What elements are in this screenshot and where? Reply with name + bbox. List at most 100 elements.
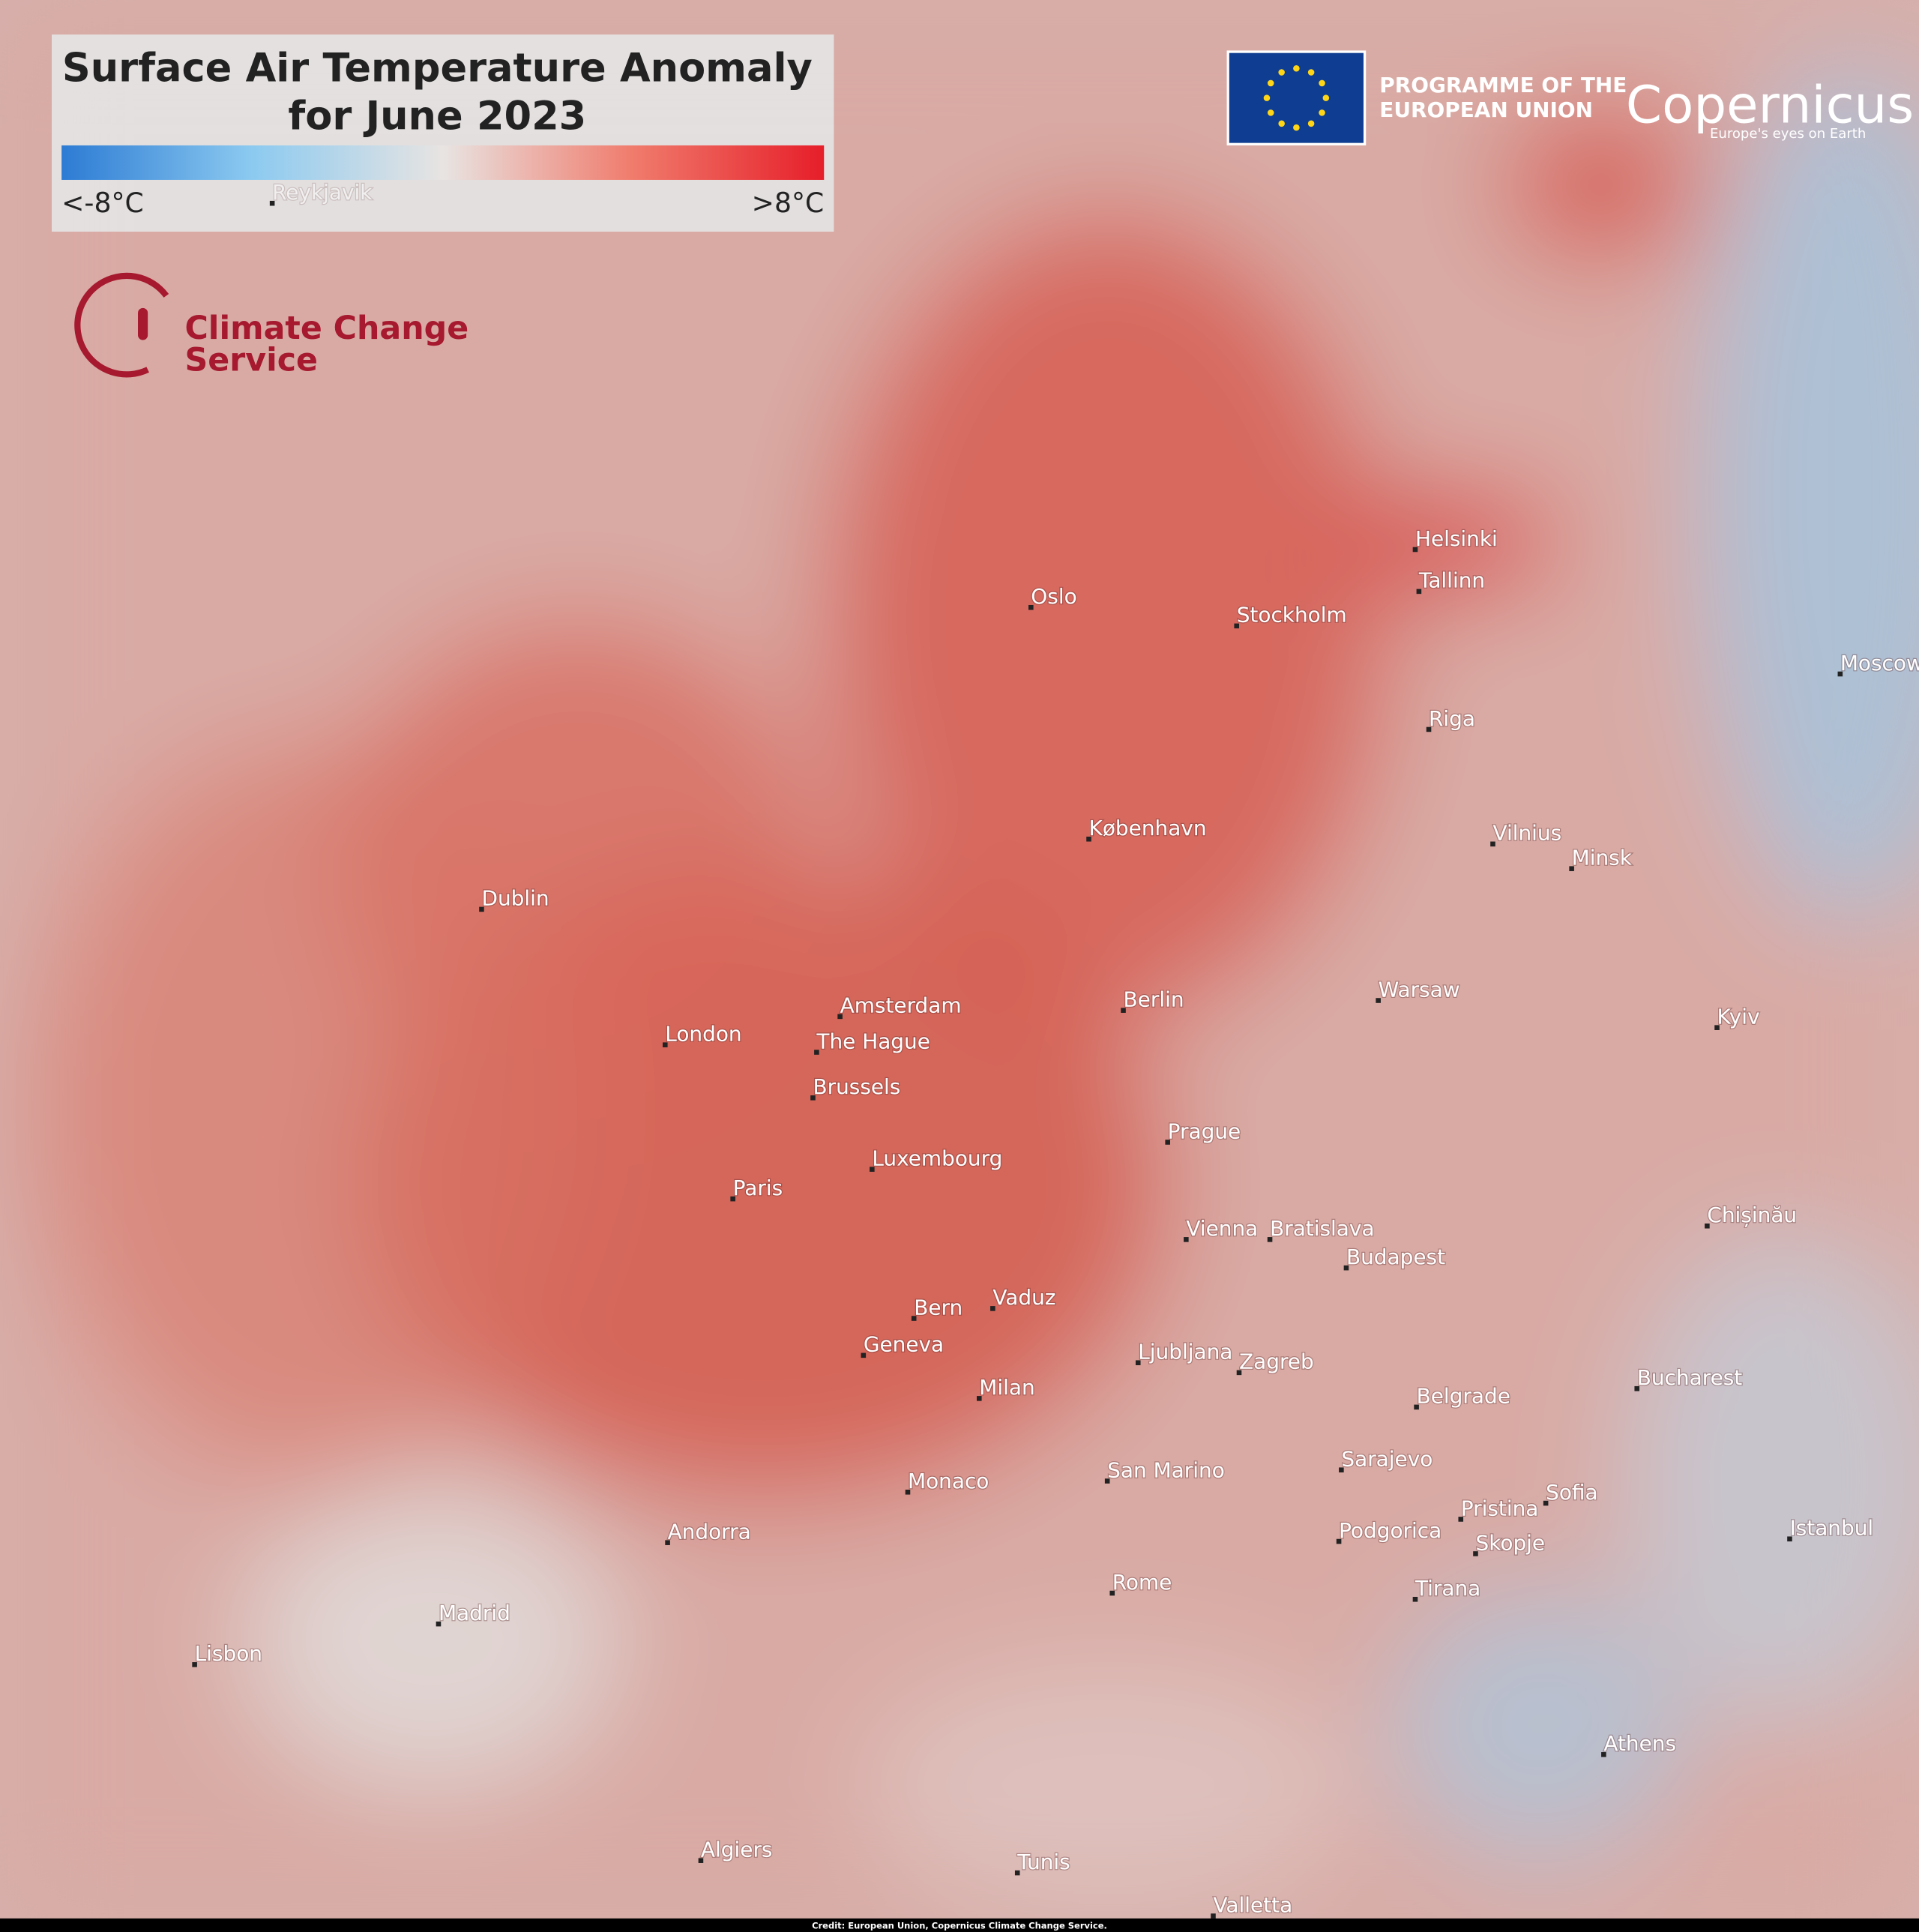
city-label: Geneva [864,1332,944,1357]
city-label: Tirana [1415,1576,1480,1601]
city-label: Oslo [1031,584,1076,609]
city-label: Paris [733,1176,783,1200]
service-text: Climate Change [184,310,469,347]
city-label: Helsinki [1415,526,1498,551]
city-labels: Reykjavik Oslo Stockholm Helsinki Tallinn Mos… [192,179,1919,1919]
service-logo: Climate Change Service [74,272,469,379]
city-dot [990,1306,995,1311]
city-dot [1184,1237,1189,1242]
eu-star [1293,124,1300,131]
city-label: Milan [979,1375,1034,1400]
eu-logo: PROGRAMME OF THE EUROPEAN UNION Copernic… [1226,50,1914,145]
city-dot [436,1621,442,1627]
city-label: Luxembourg [872,1146,1002,1171]
city-label: Amsterdam [840,993,962,1018]
city-label: Ljubljana [1138,1340,1232,1364]
city-label: San Marino [1107,1457,1225,1482]
city-dot [1086,836,1091,842]
legend-panel [52,34,834,232]
city-dot [1109,1590,1115,1596]
title-line: Surface Air Temperature Anomaly [62,45,813,91]
city-label: Zagreb [1239,1349,1314,1374]
city-dot [1121,1008,1126,1013]
city-dot [1336,1538,1342,1544]
city-label: Algiers [701,1838,773,1862]
city-label: The Hague [816,1029,930,1053]
eu-star [1278,69,1285,76]
city-label: Dublin [481,886,549,911]
city-label: Brussels [813,1074,900,1099]
city-label: Monaco [908,1469,989,1493]
eu-star [1293,64,1300,72]
city-dot [1236,1370,1242,1376]
city-label: Kyiv [1717,1005,1760,1029]
city-label: Valletta [1213,1892,1292,1917]
eu-star [1319,79,1325,87]
eu-star [1307,69,1315,76]
city-dot [269,200,275,206]
city-label: Chișinău [1707,1203,1797,1227]
city-label: Riga [1429,706,1475,731]
city-label: Minsk [1572,846,1633,870]
eu-text: EUROPEAN UNION [1379,97,1593,122]
city-dot [1343,1265,1349,1271]
eu-star [1278,120,1285,127]
city-dot [1458,1517,1464,1522]
city-dot [698,1858,704,1863]
city-label: Vaduz [992,1285,1055,1310]
city-label: Lisbon [195,1641,262,1666]
credit: Credit: European Union, Copernicus Clima… [812,1920,1107,1931]
city-label: København [1089,816,1207,840]
copernicus-logo: Copernicus [1626,76,1914,136]
city-label: Budapest [1346,1245,1445,1269]
city-label: Belgrade [1417,1384,1510,1409]
city-dot [870,1167,875,1172]
city-label: Tunis [1016,1850,1070,1874]
city-dot [1714,1025,1720,1030]
city-dot [1426,726,1432,732]
city-label: Madrid [439,1601,510,1625]
color-scale [61,145,825,180]
city-dot [837,1014,843,1020]
city-dot [1473,1551,1478,1556]
eu-star [1267,109,1274,116]
city-label: Podgorica [1339,1518,1441,1543]
city-label: Tallinn [1418,568,1485,593]
eu-stars [1263,64,1330,131]
city-dot [1601,1752,1606,1757]
city-label: Rome [1112,1570,1172,1595]
city-dot [1135,1360,1141,1365]
city-dot [1234,623,1239,629]
city-label: Bucharest [1637,1365,1743,1390]
city-label: Bratislava [1270,1216,1375,1241]
legend-min: <-8°C [61,187,144,219]
city-dot [192,1662,197,1667]
eu-star [1263,94,1271,101]
city-label: Bern [914,1295,962,1319]
city-dot [911,1316,917,1321]
city-label: Istanbul [1789,1516,1873,1541]
legend-max: >8°C [752,187,825,219]
service-icon [74,272,169,378]
city-label: Moscow [1840,651,1919,675]
city-label: Vienna [1186,1216,1258,1241]
city-dot [1376,998,1381,1003]
credit-bar [0,1918,1919,1932]
city-label: Andorra [668,1520,751,1544]
city-dot [1787,1536,1792,1542]
city-dot [1416,589,1422,595]
city-dot [1165,1140,1170,1145]
service-text: Service [184,342,318,379]
eu-text: PROGRAMME OF THE [1379,73,1627,97]
city-dot [1490,841,1495,847]
city-dot [977,1396,982,1401]
eu-star [1319,109,1325,116]
eu-star [1267,79,1274,87]
city-label: Warsaw [1379,977,1460,1002]
city-dot [730,1196,735,1202]
eu-star [1322,94,1330,101]
city-dot [1028,604,1034,610]
city-dot [1267,1237,1273,1242]
